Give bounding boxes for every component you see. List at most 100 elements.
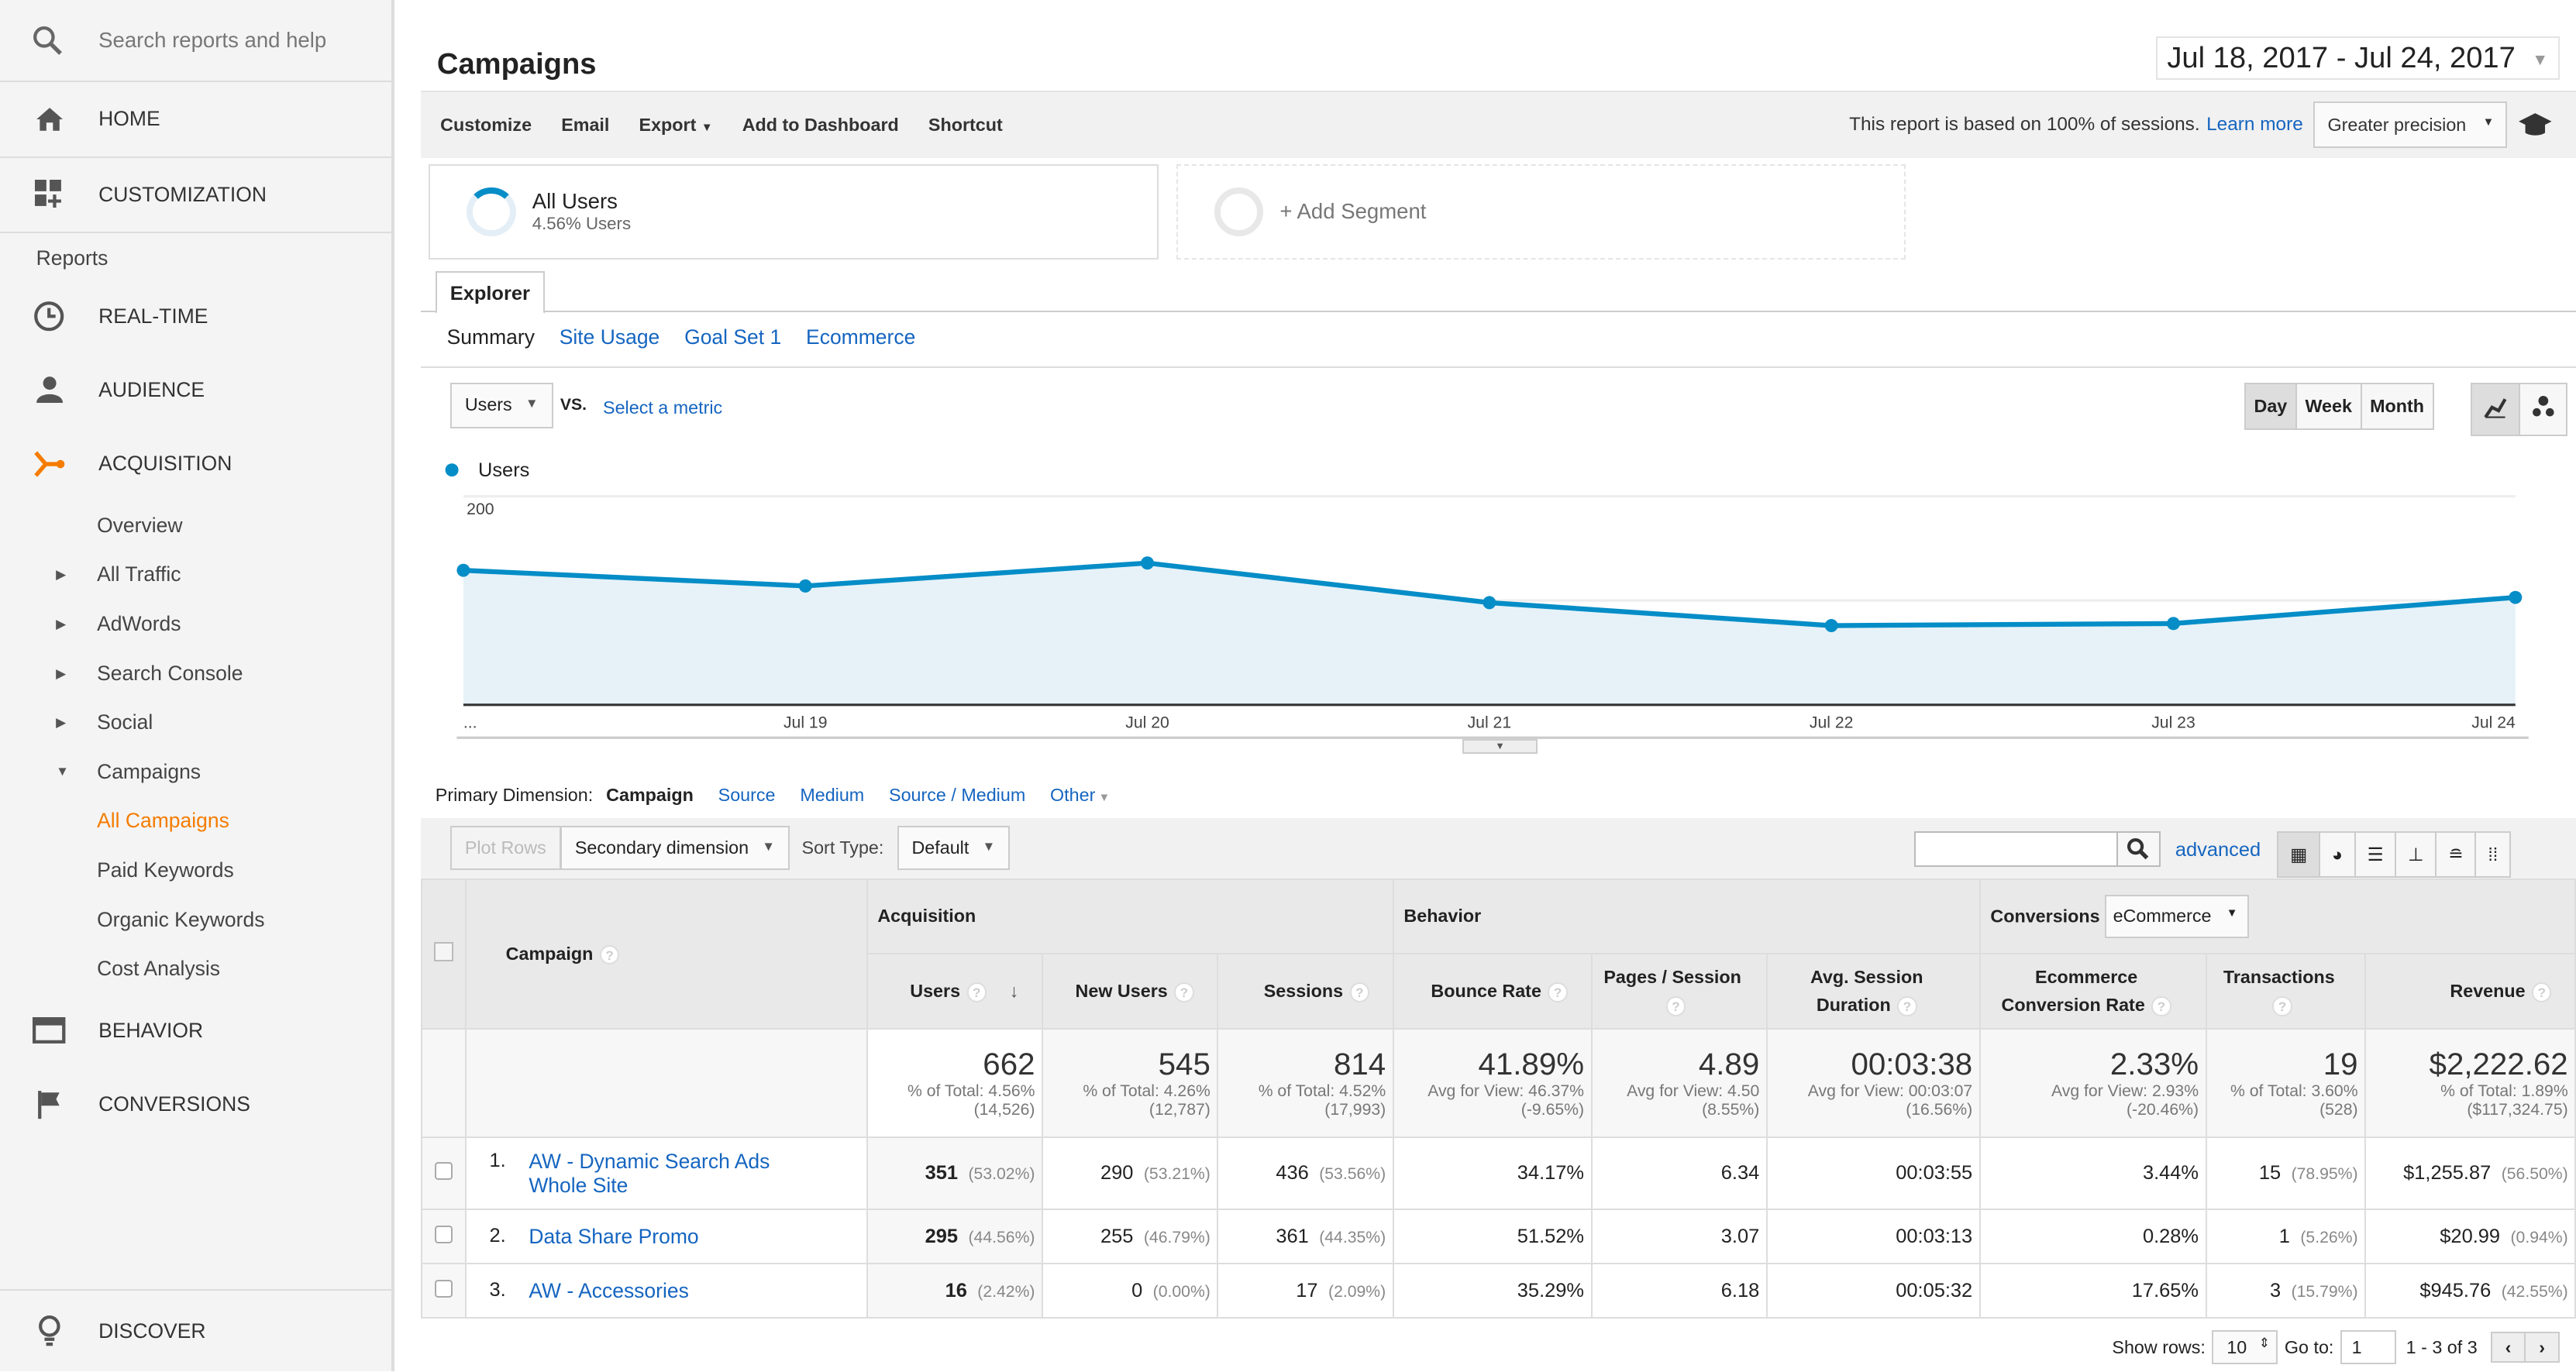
nav-organic-keywords[interactable]: Organic Keywords <box>0 895 391 944</box>
help-icon[interactable]: ? <box>2151 996 2171 1016</box>
nav-overview[interactable]: Overview <box>0 501 391 551</box>
column-header-label: Sessions <box>1263 981 1344 1002</box>
campaign-link[interactable]: AW - Accessories <box>529 1278 689 1302</box>
campaign-column-header[interactable]: Campaign? <box>464 879 868 1030</box>
subtab-ecommerce[interactable]: Ecommerce <box>806 325 916 349</box>
metric-value: 436 <box>1276 1162 1309 1185</box>
plot-rows-button[interactable]: Plot Rows <box>449 826 561 870</box>
row-checkbox[interactable] <box>434 1225 453 1243</box>
add-dashboard-button[interactable]: Add to Dashboard <box>742 114 899 135</box>
help-icon[interactable]: ? <box>1548 982 1568 1002</box>
add-segment-button[interactable]: + Add Segment <box>1176 163 1906 260</box>
nav-behavior[interactable]: BEHAVIOR <box>0 993 391 1067</box>
table-search-button[interactable] <box>2116 830 2161 868</box>
conversion-type-select[interactable]: eCommerce ▼ <box>2105 894 2250 939</box>
help-icon[interactable]: ? <box>2272 996 2292 1016</box>
column-header[interactable]: New Users? <box>1041 952 1219 1030</box>
column-header[interactable]: Users? ↓ <box>866 952 1043 1030</box>
help-icon[interactable]: ? <box>2532 982 2552 1002</box>
dimension-source[interactable]: Source <box>718 785 776 806</box>
metric-value: 351 <box>925 1162 959 1185</box>
select-metric-link[interactable]: Select a metric <box>603 397 723 418</box>
week-button[interactable]: Week <box>2297 383 2362 428</box>
next-page-icon[interactable]: › <box>2539 1336 2546 1357</box>
secondary-dimension-select[interactable]: Secondary dimension ▼ <box>560 826 790 870</box>
subtab-summary[interactable]: Summary <box>446 325 535 349</box>
date-range-picker[interactable]: Jul 18, 2017 - Jul 24, 2017 ▼ <box>2155 36 2560 81</box>
column-header[interactable]: Pages / Session? <box>1590 952 1768 1030</box>
nav-home-label: HOME <box>98 107 160 131</box>
subtab-goal-set-1[interactable]: Goal Set 1 <box>684 325 782 349</box>
tab-explorer[interactable]: Explorer <box>435 270 545 314</box>
help-icon[interactable]: ? <box>599 944 620 965</box>
nav-all-traffic[interactable]: ▶ All Traffic <box>0 550 391 600</box>
nav-cost-analysis[interactable]: Cost Analysis <box>0 944 391 994</box>
email-button[interactable]: Email <box>561 114 610 135</box>
nav-home[interactable]: HOME <box>0 82 391 158</box>
nav-discover[interactable]: DISCOVER <box>0 1289 391 1371</box>
campaign-link[interactable]: Data Share Promo <box>529 1224 699 1248</box>
goto-input[interactable]: 1 <box>2340 1330 2396 1364</box>
pivot-view-icon[interactable]: ⁞⁞ <box>2488 844 2499 865</box>
graduation-cap-icon[interactable] <box>2517 112 2554 138</box>
area-fill <box>463 562 2516 705</box>
sort-type-select[interactable]: Default ▼ <box>897 826 1011 870</box>
dimension-source-medium[interactable]: Source / Medium <box>889 785 1026 806</box>
learn-more-link[interactable]: Learn more <box>2206 114 2303 136</box>
dimension-medium[interactable]: Medium <box>800 785 865 806</box>
table-view-icon[interactable]: ▦ <box>2278 832 2320 877</box>
advanced-link[interactable]: advanced <box>2175 839 2261 861</box>
prev-page-icon[interactable]: ‹ <box>2492 1333 2526 1361</box>
help-icon[interactable]: ? <box>1349 982 1369 1002</box>
subtab-site-usage[interactable]: Site Usage <box>559 325 660 349</box>
nav-audience[interactable]: AUDIENCE <box>0 353 391 427</box>
column-header-label: Pages / Session <box>1603 967 1741 988</box>
x-tick-label: Jul 22 <box>1810 714 1854 731</box>
help-icon[interactable]: ? <box>1174 982 1194 1002</box>
help-icon[interactable]: ? <box>1665 996 1686 1016</box>
reports-heading: Reports <box>36 246 108 270</box>
campaign-link[interactable]: AW - Dynamic Search Ads Whole Site <box>529 1149 770 1197</box>
column-header[interactable]: Avg. Session Duration? <box>1765 952 1981 1030</box>
nav-all-campaigns[interactable]: All Campaigns <box>0 796 391 846</box>
customize-button[interactable]: Customize <box>440 114 532 135</box>
show-rows-select[interactable]: 10 ⇕ <box>2212 1330 2278 1364</box>
metric-select[interactable]: Users ▼ <box>449 382 553 429</box>
nav-conversions[interactable]: CONVERSIONS <box>0 1068 391 1141</box>
column-header[interactable]: Revenue? <box>2364 952 2576 1030</box>
nav-search-console[interactable]: ▶ Search Console <box>0 648 391 698</box>
nav-adwords[interactable]: ▶ AdWords <box>0 600 391 649</box>
dimension-campaign[interactable]: Campaign <box>606 785 694 806</box>
nav-customization[interactable]: CUSTOMIZATION <box>0 158 391 234</box>
row-checkbox[interactable] <box>434 1161 453 1181</box>
help-icon[interactable]: ? <box>1897 996 1917 1016</box>
nav-realtime[interactable]: REAL-TIME <box>0 279 391 352</box>
export-button[interactable]: Export ▼ <box>639 115 713 136</box>
line-chart-icon[interactable] <box>2472 383 2520 435</box>
day-button[interactable]: Day <box>2245 383 2297 428</box>
nav-acquisition[interactable]: ACQUISITION <box>0 427 391 500</box>
select-all-checkbox[interactable] <box>433 941 453 962</box>
chart-collapse-handle[interactable]: ▼ <box>1462 738 1538 755</box>
dimension-other[interactable]: Other ▼ <box>1050 785 1110 806</box>
shortcut-button[interactable]: Shortcut <box>928 114 1003 135</box>
performance-view-icon[interactable]: ☰ <box>2356 832 2397 877</box>
pie-view-icon[interactable]: ◕ <box>2320 832 2356 877</box>
precision-select[interactable]: Greater precision ▼ <box>2313 101 2508 149</box>
help-icon[interactable]: ? <box>966 982 987 1002</box>
column-header[interactable]: Ecommerce Conversion Rate? <box>1978 952 2207 1030</box>
nav-paid-keywords[interactable]: Paid Keywords <box>0 846 391 896</box>
column-header[interactable]: Bounce Rate? <box>1392 952 1593 1030</box>
row-checkbox[interactable] <box>434 1279 453 1298</box>
segment-ring-icon <box>1214 187 1264 237</box>
nav-campaigns[interactable]: ▼ Campaigns <box>0 748 391 797</box>
month-button[interactable]: Month <box>2370 395 2425 416</box>
comparison-view-icon[interactable]: ⊥ <box>2396 832 2437 877</box>
motion-chart-icon[interactable] <box>2520 384 2566 435</box>
nav-social[interactable]: ▶ Social <box>0 698 391 748</box>
search-box[interactable]: Search reports and help <box>0 0 391 82</box>
column-header[interactable]: Transactions? <box>2205 952 2367 1030</box>
term-cloud-icon[interactable]: ≘ <box>2437 832 2477 877</box>
column-header[interactable]: Sessions? <box>1217 952 1394 1030</box>
segment-all-users[interactable]: All Users 4.56% Users <box>429 163 1159 260</box>
